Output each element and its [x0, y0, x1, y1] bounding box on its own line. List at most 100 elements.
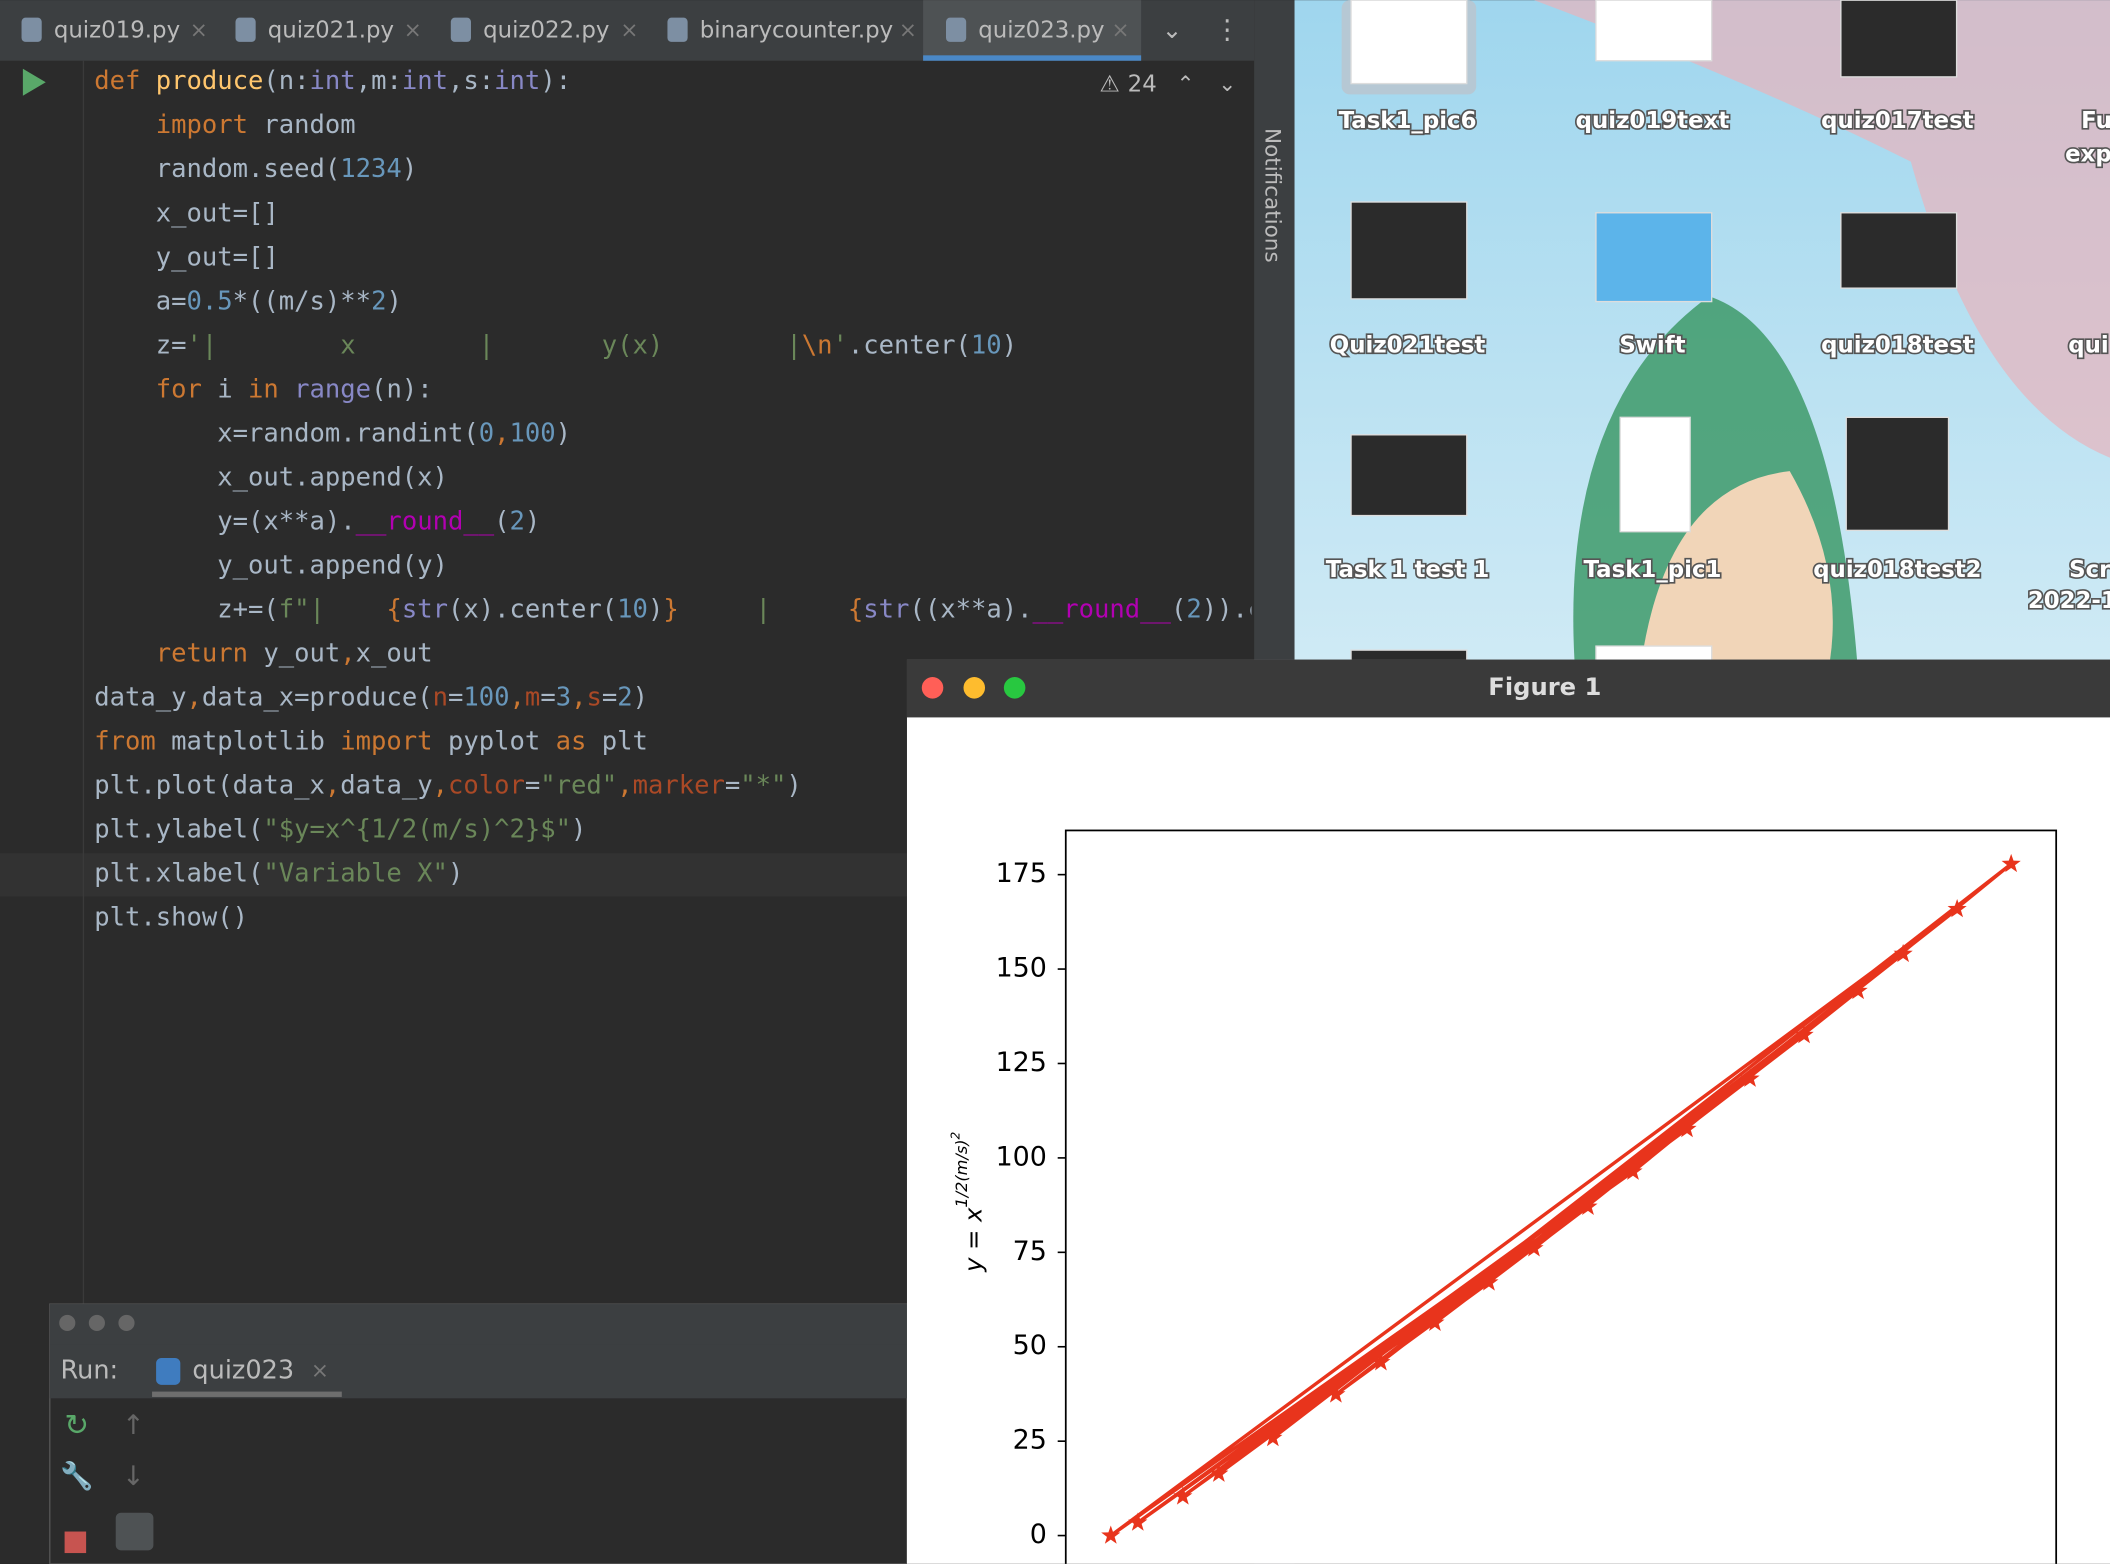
python-icon — [156, 1357, 181, 1385]
tab[interactable]: binarycounter.py — [700, 18, 893, 44]
run-tab[interactable]: quiz023 — [192, 1355, 294, 1385]
tab-menu[interactable]: ⌄ — [1162, 16, 1182, 44]
code-token: ) — [1002, 330, 1017, 360]
tab[interactable]: quiz021.py — [268, 18, 394, 44]
code-token: \n — [802, 330, 833, 360]
win-btn[interactable] — [118, 1314, 135, 1332]
run-tabbar — [49, 1344, 907, 1399]
code-token: ( — [494, 506, 509, 536]
close[interactable] — [921, 677, 944, 699]
win-btn[interactable] — [59, 1314, 76, 1332]
down[interactable]: ↓ — [122, 1461, 145, 1492]
tab-close[interactable]: × — [404, 18, 422, 43]
up[interactable]: ↑ — [122, 1410, 145, 1441]
code-token: , — [510, 682, 525, 712]
y-tick-label: 125 — [996, 1047, 1047, 1078]
tab-icon — [667, 17, 688, 42]
icon-label[interactable]: quiz018test — [1819, 331, 1975, 360]
code-token: f"| — [279, 594, 387, 624]
y-axis-label: y = x1/2(m/s)2 — [948, 1132, 987, 1273]
code-token: import — [340, 726, 448, 756]
run-gutter[interactable] — [22, 68, 46, 96]
marker — [1623, 1161, 1643, 1180]
icon-label[interactable]: Swift — [1618, 331, 1688, 360]
rerun[interactable]: ↻ — [64, 1408, 89, 1442]
wallpaper — [1534, 0, 2110, 458]
code-token: for — [94, 374, 217, 404]
y-tick-label: 150 — [996, 953, 1047, 984]
settings[interactable]: 🔧 — [60, 1459, 94, 1492]
icon-label[interactable]: Fu — [2079, 106, 2110, 135]
code-token: , — [617, 770, 632, 800]
stop[interactable] — [64, 1531, 87, 1554]
tab-close[interactable]: × — [620, 18, 638, 43]
code-token: 10 — [617, 594, 648, 624]
code-token: int — [402, 66, 448, 96]
code-token: return — [94, 638, 263, 668]
icon-label[interactable]: Task 1 test 1 — [1324, 556, 1491, 585]
icon-label[interactable]: Task1_pic6 — [1337, 106, 1478, 135]
code-token: ((x**a). — [909, 594, 1032, 624]
code-token: import — [94, 110, 263, 140]
code-token: random.seed( — [94, 154, 340, 184]
code-token: , — [325, 770, 340, 800]
code-line: x_out=[] — [94, 198, 279, 228]
icon-label[interactable]: quiz018test2 — [1812, 556, 1984, 585]
prev-warning[interactable]: ⌃ — [1177, 72, 1195, 97]
code-token: __round__ — [356, 506, 495, 536]
minimize[interactable] — [963, 677, 986, 699]
marker — [1101, 1525, 1121, 1544]
more[interactable]: ⋮ — [1214, 15, 1241, 46]
tab[interactable]: quiz019.py — [54, 18, 180, 44]
code-token: i — [217, 374, 248, 404]
tab[interactable]: quiz023.py — [978, 18, 1104, 44]
code-token: | — [679, 594, 848, 624]
icon-label[interactable]: qui — [2067, 331, 2110, 360]
code-token: = — [540, 682, 555, 712]
wallpaper — [1641, 471, 1833, 660]
code-token: m — [525, 682, 540, 712]
ylabel-base: y = x — [959, 1207, 987, 1273]
win-btn[interactable] — [88, 1314, 105, 1332]
run-tab-close[interactable]: × — [311, 1358, 329, 1383]
code-line: return y_out,x_out — [94, 638, 432, 668]
run-label: Run: — [61, 1355, 119, 1385]
zoom[interactable] — [1003, 677, 1026, 699]
icon-label[interactable]: Quiz021test — [1328, 331, 1487, 360]
tab-close[interactable]: × — [1112, 18, 1130, 43]
icon-label[interactable]: quiz019text — [1574, 106, 1731, 135]
code-token: matplotlib — [171, 726, 340, 756]
tab-close[interactable]: × — [899, 18, 917, 43]
code-token: (n: — [263, 66, 309, 96]
icon-label[interactable]: exp — [2063, 140, 2110, 169]
code-token: ,s: — [448, 66, 494, 96]
code-token: x=random.randint( — [94, 418, 479, 448]
code-token: )) — [1202, 594, 1233, 624]
code-token: plt.xlabel( — [94, 858, 263, 888]
code-token: "*" — [740, 770, 786, 800]
tab-close[interactable]: × — [190, 18, 208, 43]
thumbnail — [1595, 0, 1713, 62]
wrap[interactable] — [115, 1512, 154, 1551]
marker — [1479, 1272, 1499, 1291]
warning-count[interactable]: 24 — [1128, 71, 1157, 97]
active-tab-underline — [923, 55, 1142, 61]
icon-label[interactable]: quiz017test — [1819, 106, 1975, 135]
code-token: .center( — [848, 330, 971, 360]
code-token: n — [433, 682, 448, 712]
code-token: ) — [525, 506, 540, 536]
code-token: s — [586, 682, 601, 712]
code-token: as — [556, 726, 602, 756]
icon-label[interactable]: Scr — [2067, 556, 2110, 585]
y-tick-label: 75 — [1013, 1236, 1047, 1267]
next-warning[interactable]: ⌄ — [1218, 72, 1236, 97]
y-tick-label: 0 — [1030, 1519, 1047, 1550]
code-token: data_x=produce( — [202, 682, 433, 712]
marker — [1578, 1196, 1598, 1215]
icon-label[interactable]: 2022-1 — [2026, 586, 2110, 615]
tab[interactable]: quiz022.py — [483, 18, 609, 44]
notifications[interactable]: Notifications — [1260, 128, 1285, 263]
icon-label[interactable]: Task1_pic1 — [1582, 556, 1723, 585]
code-token: plt — [602, 726, 648, 756]
ylabel-exponent-power: 2 — [948, 1132, 962, 1140]
